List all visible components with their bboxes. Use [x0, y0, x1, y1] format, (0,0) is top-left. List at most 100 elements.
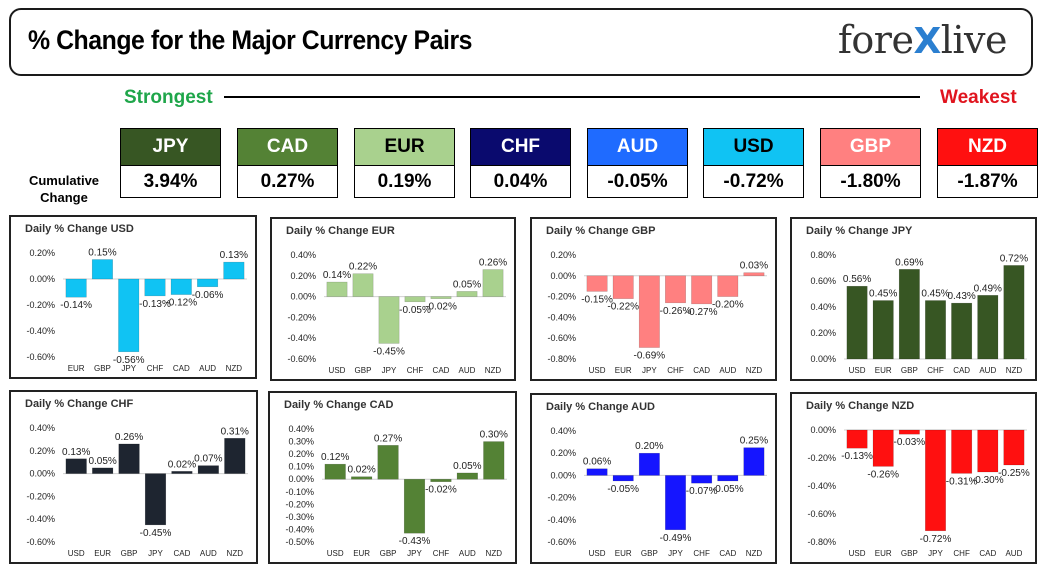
logo-text-left: fore	[837, 18, 914, 62]
cumulative-change-value: 0.27%	[237, 165, 338, 198]
bar-chf	[691, 475, 713, 484]
data-label: 0.56%	[843, 274, 871, 285]
cumulative-change-value: 0.04%	[470, 165, 571, 198]
currency-box-eur: EUR 0.19%	[354, 128, 455, 198]
x-tick-label: NZD	[746, 366, 763, 375]
chart-panel-7: Daily % Change AUD 0.40% 0.20% 0.00% -0.20% -…	[530, 393, 777, 564]
x-tick-label: AUD	[459, 549, 476, 558]
bar-aud	[197, 465, 219, 474]
data-label: -0.03%	[894, 437, 926, 448]
data-label: 0.45%	[869, 289, 897, 300]
title-box: % Change for the Major Currency Pairs fo…	[9, 8, 1033, 76]
bar-eur	[92, 467, 114, 474]
data-label: -0.45%	[373, 346, 405, 357]
y-tick-label: -0.20%	[287, 312, 316, 322]
bar-nzd	[743, 447, 765, 476]
data-label: 0.31%	[221, 426, 249, 437]
bar-chart: 0.40% 0.20% 0.00% -0.20% -0.40% -0.60% 0.06% US…	[547, 426, 768, 558]
x-tick-label: NZD	[227, 549, 244, 558]
chart-title: Daily % Change CHF	[25, 398, 134, 410]
currency-code: USD	[703, 128, 804, 166]
bar-aud	[1003, 429, 1025, 466]
data-label: 0.43%	[947, 291, 975, 302]
data-label: -0.26%	[867, 469, 899, 480]
page-title: % Change for the Major Currency Pairs	[28, 25, 473, 55]
data-label: 0.25%	[740, 436, 768, 447]
data-label: -0.72%	[920, 534, 952, 545]
currency-box-gbp: GBP -1.80%	[820, 128, 921, 198]
data-label: 0.05%	[453, 461, 481, 472]
data-label: 0.06%	[583, 457, 611, 468]
data-label: 0.03%	[740, 261, 768, 272]
data-label: -0.05%	[712, 484, 744, 495]
x-tick-label: EUR	[615, 366, 632, 375]
x-tick-label: USD	[589, 549, 606, 558]
logo-x-mark: X	[913, 21, 941, 62]
bar-gbp	[898, 429, 920, 435]
x-tick-label: CAD	[433, 366, 450, 375]
x-tick-label: CAD	[693, 366, 710, 375]
bar-eur	[872, 300, 894, 360]
chart-title: Daily % Change EUR	[286, 225, 395, 237]
bar-nzd	[483, 441, 505, 480]
y-tick-label: -0.60%	[26, 352, 55, 362]
x-tick-label: AUD	[459, 366, 476, 375]
data-label: -0.69%	[634, 351, 666, 362]
bar-chf	[665, 275, 686, 304]
y-tick-label: -0.60%	[26, 537, 55, 547]
x-tick-label: CAD	[953, 366, 970, 375]
data-label: -0.02%	[425, 485, 457, 496]
bar-usd	[326, 281, 348, 297]
bar-chf	[404, 296, 426, 303]
data-label: -0.26%	[660, 306, 692, 317]
data-label: 0.69%	[895, 257, 923, 268]
data-label: -0.25%	[998, 468, 1030, 479]
bar-gbp	[898, 269, 920, 360]
data-label: 0.05%	[453, 279, 481, 290]
bar-eur	[65, 278, 87, 298]
bar-aud	[717, 275, 739, 297]
y-tick-label: -0.60%	[547, 333, 576, 343]
x-tick-label: NZD	[486, 549, 503, 558]
x-tick-label: USD	[327, 549, 344, 558]
y-tick-label: -0.50%	[285, 537, 314, 547]
data-label: 0.20%	[635, 441, 663, 452]
y-tick-label: 0.30%	[288, 437, 314, 447]
y-tick-label: 0.40%	[290, 250, 316, 260]
bar-usd	[324, 463, 346, 480]
data-label: 0.15%	[88, 248, 116, 259]
x-tick-label: JPY	[668, 549, 683, 558]
y-tick-label: -0.10%	[285, 487, 314, 497]
data-label: -0.15%	[581, 294, 613, 305]
bar-cad	[430, 296, 452, 299]
chart-title: Daily % Change GBP	[546, 225, 656, 237]
y-tick-label: -0.80%	[807, 537, 836, 547]
strength-scale-line	[224, 96, 920, 98]
y-tick-label: -0.20%	[547, 493, 576, 503]
data-label: -0.27%	[686, 307, 718, 318]
data-label: 0.02%	[347, 465, 375, 476]
x-tick-label: NZD	[746, 549, 763, 558]
bar-jpy	[403, 478, 426, 534]
bar-cad	[951, 302, 973, 360]
data-label: -0.12%	[165, 298, 197, 309]
x-tick-label: USD	[589, 366, 606, 375]
x-tick-label: EUR	[615, 549, 632, 558]
bar-usd	[586, 468, 608, 476]
x-tick-label: NZD	[485, 366, 502, 375]
y-tick-label: -0.60%	[287, 354, 316, 364]
bar-usd	[586, 275, 608, 292]
y-tick-label: -0.20%	[547, 292, 576, 302]
x-tick-label: NZD	[226, 364, 243, 373]
x-tick-label: AUD	[200, 549, 217, 558]
bar-cad	[691, 275, 713, 305]
bar-chart: 0.40% 0.20% 0.00% -0.20% -0.40% -0.60% 0.14% US…	[287, 250, 507, 375]
bar-jpy	[665, 475, 686, 531]
weakest-label: Weakest	[940, 87, 1017, 108]
data-label: -0.14%	[60, 300, 92, 311]
bar-aud	[197, 278, 219, 288]
y-tick-label: 0.80%	[810, 250, 836, 260]
forexlive-logo: foreXlive	[837, 18, 1008, 62]
data-label: 0.30%	[480, 430, 508, 441]
currency-box-nzd: NZD -1.87%	[937, 128, 1038, 198]
